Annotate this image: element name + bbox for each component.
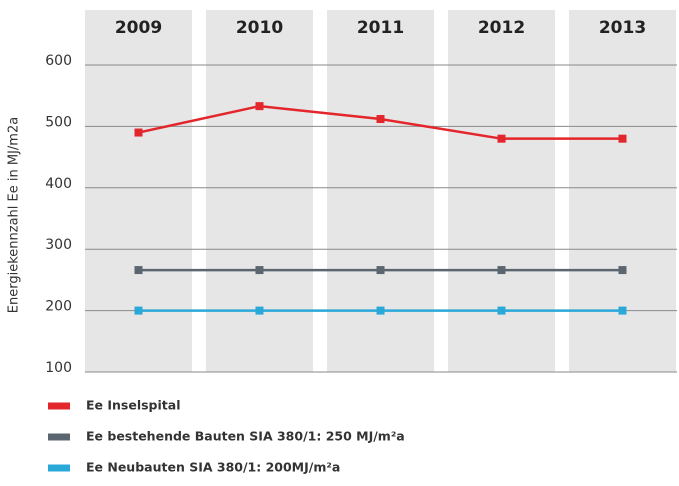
point-marker <box>497 306 506 315</box>
x-tick-label: 2012 <box>478 18 525 38</box>
point-marker <box>618 266 627 275</box>
legend-label: Ee bestehende Bauten SIA 380/1: 250 MJ/m… <box>86 429 405 444</box>
year-band <box>327 10 434 372</box>
point-marker <box>134 266 143 275</box>
legend-swatch <box>48 464 70 472</box>
year-band <box>206 10 313 372</box>
x-tick-label: 2010 <box>236 18 283 38</box>
y-axis-label: Energiekennzahl Ee in MJ/m2a <box>7 117 22 313</box>
point-marker <box>497 266 506 275</box>
point-marker <box>134 306 143 315</box>
year-band <box>448 10 555 372</box>
y-tick-label: 100 <box>45 360 72 376</box>
y-tick-label: 200 <box>45 299 72 315</box>
point-marker <box>134 128 143 137</box>
y-tick-label: 600 <box>45 53 72 69</box>
legend-swatch <box>48 433 70 441</box>
y-tick-label: 500 <box>45 114 72 130</box>
point-marker <box>618 134 627 143</box>
legend-swatch <box>48 402 70 410</box>
point-marker <box>255 102 264 111</box>
x-tick-label: 2009 <box>115 18 162 38</box>
point-marker <box>255 306 264 315</box>
point-marker <box>376 115 385 124</box>
y-tick-label: 300 <box>45 237 72 253</box>
point-marker <box>618 306 627 315</box>
point-marker <box>376 306 385 315</box>
legend-label: Ee Neubauten SIA 380/1: 200MJ/m²a <box>86 460 340 475</box>
point-marker <box>497 134 506 143</box>
y-tick-label: 400 <box>45 176 72 192</box>
x-tick-label: 2011 <box>357 18 404 38</box>
point-marker <box>255 266 264 275</box>
x-tick-label: 2013 <box>599 18 646 38</box>
point-marker <box>376 266 385 275</box>
legend-label: Ee Inselspital <box>86 398 181 413</box>
year-band <box>569 10 676 372</box>
year-band <box>85 10 192 372</box>
